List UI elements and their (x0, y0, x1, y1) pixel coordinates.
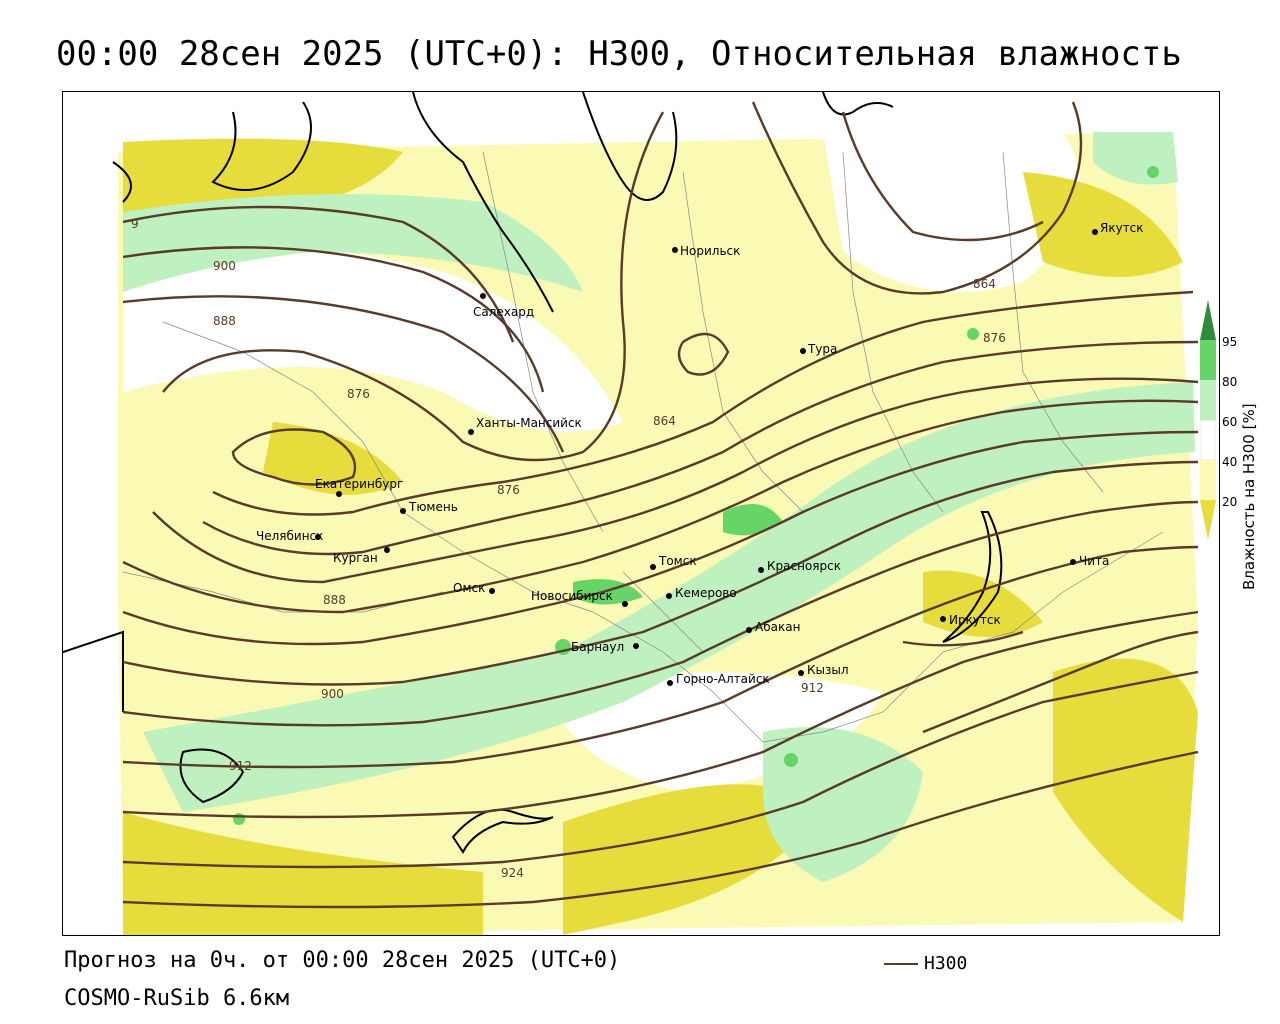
isoline-label: 9 (131, 217, 139, 231)
city-abakan: Абакан (755, 620, 800, 634)
humidity-zone-dry (263, 422, 403, 495)
humidity-zone-dry (1023, 172, 1183, 277)
isoline-label: 876 (347, 387, 370, 401)
isoline-labels: 900 888 876 864 864 876 876 888 900 912 … (131, 217, 1006, 880)
isoline-label: 888 (213, 314, 236, 328)
humidity-zone-moist (123, 194, 583, 292)
city-salekhard: Салехард (473, 305, 534, 319)
humidity-zone-dry (563, 784, 823, 935)
city-barnaul: Барнаул (571, 640, 624, 654)
isoline-label: 876 (497, 483, 520, 497)
h300-legend-line-icon (884, 963, 918, 965)
isoline-label: 876 (983, 331, 1006, 345)
humidity-zone-wet (723, 504, 783, 536)
isoline-label: 864 (973, 277, 996, 291)
isoline-label: 864 (653, 414, 676, 428)
city-tomsk: Томск (658, 554, 697, 568)
humidity-zone-wet (967, 328, 979, 340)
humidity-zone-dry (923, 570, 1043, 637)
city-ekaterinburg: Екатеринбург (315, 477, 403, 491)
humidity-zone-wet (1147, 166, 1159, 178)
colorbar-tick: 95 (1222, 335, 1238, 349)
city-kyzyl: Кызыл (807, 663, 849, 677)
city-kemerovo: Кемерово (675, 586, 737, 600)
city-norilsk: Норильск (680, 244, 740, 258)
h300-isolines (122, 101, 1199, 909)
isoline-label: 924 (501, 866, 524, 880)
city-khanty-mansiysk: Ханты-Мансийск (476, 416, 582, 430)
humidity-zone-wet (233, 813, 245, 825)
h300-legend-label: H300 (924, 953, 968, 974)
colorbar-tick: 40 (1222, 455, 1238, 469)
city-chelyabinsk: Челябинск (256, 529, 323, 543)
colorbar-tick: 60 (1222, 415, 1238, 429)
city-gorno-altaysk: Горно-Алтайск (676, 672, 770, 686)
isoline-label: 900 (213, 259, 236, 273)
city-tyumen: Тюмень (408, 500, 458, 514)
city-kurgan: Курган (333, 551, 378, 565)
humidity-zone-moist (763, 727, 923, 882)
coastlines (63, 92, 1003, 854)
city-krasnoyarsk: Красноярск (767, 559, 841, 573)
city-markers: Норильск Салехард Якутск Тура Ханты-Манс… (256, 221, 1144, 686)
colorbar-tick: 20 (1222, 495, 1238, 509)
humidity-zone-white (123, 249, 623, 432)
city-tura: Тура (807, 342, 837, 356)
humidity-colorbar (1200, 300, 1216, 540)
city-novosibirsk: Новосибирск (531, 589, 613, 603)
isoline-label: 900 (321, 687, 344, 701)
humidity-zone-dry (1053, 658, 1198, 922)
city-chita: Чита (1079, 554, 1109, 568)
map-title: 00:00 28сен 2025 (UTC+0): H300, Относите… (56, 34, 1182, 74)
colorbar-title: Влажность на H300 [%] (1240, 403, 1258, 590)
isoline-label: 888 (323, 593, 346, 607)
colorbar-tick: 80 (1222, 375, 1238, 389)
humidity-zone-white (823, 132, 1081, 292)
model-info: COSMO-RuSib 6.6км (64, 986, 290, 1011)
city-irkutsk: Иркутск (949, 613, 1001, 627)
map-canvas: 900 888 876 864 864 876 876 888 900 912 … (63, 92, 1199, 935)
forecast-map[interactable]: 900 888 876 864 864 876 876 888 900 912 … (62, 91, 1220, 936)
isoline-label: 912 (801, 681, 824, 695)
region-boundaries (122, 151, 1164, 743)
city-yakutsk: Якутск (1100, 221, 1144, 235)
isoline-label: 912 (229, 759, 252, 773)
city-omsk: Омск (453, 581, 485, 595)
humidity-zone-wet (784, 753, 798, 767)
forecast-info: Прогноз на 0ч. от 00:00 28сен 2025 (UTC+… (64, 948, 621, 973)
